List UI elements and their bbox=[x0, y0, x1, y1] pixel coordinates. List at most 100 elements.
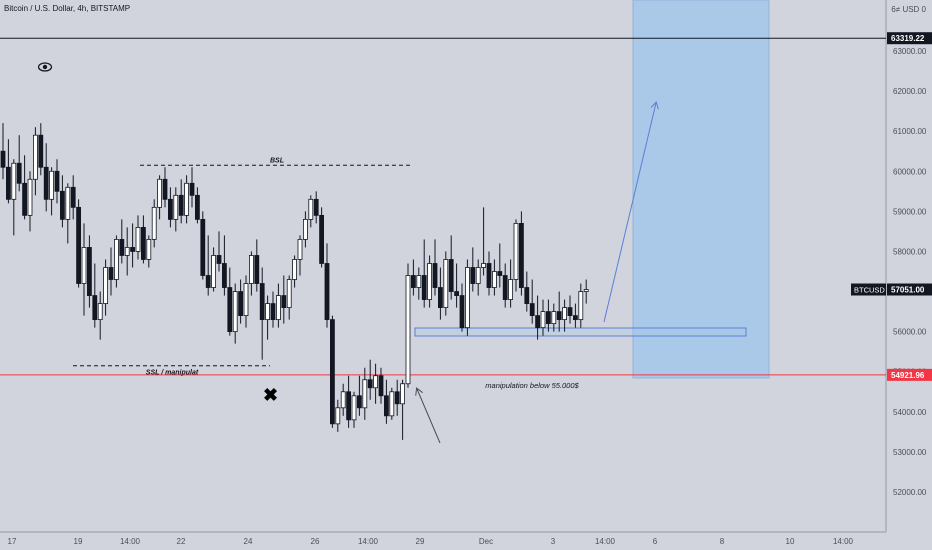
candle-down bbox=[281, 295, 287, 308]
candle-up bbox=[232, 291, 238, 333]
candle-up bbox=[513, 222, 519, 280]
candle-up bbox=[302, 218, 308, 240]
price-label-box bbox=[887, 32, 932, 45]
candle-down bbox=[60, 190, 65, 220]
x-tick-label: 22 bbox=[177, 537, 186, 546]
candle-up bbox=[211, 255, 217, 288]
candle-up bbox=[340, 391, 346, 409]
x-tick-label: 24 bbox=[244, 537, 253, 546]
pointer-arrow[interactable] bbox=[417, 389, 441, 444]
candle-down bbox=[254, 255, 260, 284]
candle-down bbox=[383, 395, 389, 417]
candle-down bbox=[502, 275, 508, 300]
eye-icon[interactable] bbox=[38, 61, 52, 73]
x-tick-label: Dec bbox=[479, 537, 493, 546]
x-tick-label: 8 bbox=[720, 537, 725, 546]
projection-arrow[interactable] bbox=[603, 103, 656, 323]
candle-down bbox=[270, 303, 276, 321]
candle-down bbox=[470, 267, 476, 284]
candle-up bbox=[151, 206, 157, 240]
candle-down bbox=[346, 391, 352, 421]
candle-down bbox=[421, 275, 427, 300]
candle-down bbox=[227, 287, 233, 333]
price-label: 57051.00 bbox=[891, 286, 925, 295]
candle-up bbox=[583, 289, 589, 292]
candle-down bbox=[394, 391, 400, 405]
x-tick-label: 14:00 bbox=[358, 537, 379, 546]
candle-down bbox=[194, 194, 200, 220]
candle-down bbox=[573, 315, 578, 321]
candle-up bbox=[286, 279, 292, 308]
candle-up bbox=[135, 226, 141, 252]
candle-down bbox=[486, 263, 492, 288]
price-label: 54921.96 bbox=[891, 371, 925, 380]
candle-up bbox=[308, 198, 314, 220]
chart-title: Bitcoin / U.S. Dollar, 4h, BITSTAMP bbox=[4, 4, 131, 13]
y-tick-label: 54000.00 bbox=[893, 408, 927, 417]
candle-down bbox=[313, 198, 319, 216]
x-tick-label: 10 bbox=[786, 537, 795, 546]
candle-up bbox=[464, 267, 470, 329]
candle-up bbox=[373, 375, 379, 389]
candle-down bbox=[16, 162, 22, 184]
candle-down bbox=[437, 287, 443, 308]
candle-down bbox=[221, 263, 227, 288]
candle-up bbox=[297, 239, 303, 260]
candle-down bbox=[567, 307, 573, 316]
symbol-tag: BTCUSD bbox=[854, 286, 885, 295]
candle-down bbox=[130, 247, 136, 252]
x-tick-label: 17 bbox=[8, 537, 17, 546]
candle-down bbox=[378, 375, 384, 397]
candle-down bbox=[535, 315, 540, 329]
price-label-box bbox=[887, 368, 932, 381]
candle-down bbox=[238, 291, 244, 316]
candle-down bbox=[546, 311, 551, 325]
candle-down bbox=[87, 247, 92, 296]
candle-up bbox=[335, 407, 341, 425]
candle-down bbox=[140, 226, 146, 260]
candle-up bbox=[97, 303, 103, 321]
candle-down bbox=[6, 166, 11, 200]
symbol-tag-box bbox=[851, 283, 886, 296]
candle-down bbox=[519, 222, 524, 288]
candle-up bbox=[351, 395, 357, 421]
candle-down bbox=[189, 182, 195, 196]
candle-down bbox=[324, 263, 330, 321]
x-tick-label: 29 bbox=[416, 537, 425, 546]
candle-up bbox=[248, 255, 254, 284]
candle-up bbox=[400, 383, 406, 405]
candle-up bbox=[443, 259, 449, 308]
candle-down bbox=[459, 295, 465, 329]
target-zone-rect[interactable] bbox=[632, 0, 770, 379]
y-tick-label: 62000.00 bbox=[893, 87, 927, 96]
currency-hint: 6≠ USD 0 bbox=[891, 5, 926, 14]
candle-up bbox=[562, 307, 567, 321]
candle-up bbox=[265, 303, 271, 321]
y-tick-label: 63000.00 bbox=[893, 47, 927, 56]
candle-down bbox=[76, 206, 81, 284]
price-label: 63319.22 bbox=[891, 34, 925, 43]
candle-up bbox=[540, 311, 546, 329]
annotation-ssl: SSL / manipulat bbox=[146, 370, 199, 377]
candle-up bbox=[416, 275, 422, 288]
x-tick-label: 19 bbox=[74, 537, 83, 546]
candle-down bbox=[200, 218, 206, 276]
candle-down bbox=[529, 303, 535, 316]
candle-down bbox=[367, 379, 373, 389]
candle-up bbox=[11, 162, 17, 200]
demand-zone-box[interactable] bbox=[414, 327, 747, 337]
candle-up bbox=[427, 263, 433, 300]
candle-down bbox=[556, 311, 562, 321]
candle-up bbox=[491, 271, 497, 288]
candle-up bbox=[292, 259, 298, 280]
candle-up bbox=[114, 239, 119, 280]
candle-up bbox=[49, 170, 54, 200]
candle-down bbox=[216, 255, 222, 264]
price-label-box bbox=[887, 283, 932, 296]
candle-up bbox=[405, 275, 411, 385]
x-tick-label: 26 bbox=[311, 537, 320, 546]
candle-up bbox=[184, 182, 190, 216]
candle-down bbox=[43, 166, 49, 200]
candle-up bbox=[146, 239, 152, 260]
